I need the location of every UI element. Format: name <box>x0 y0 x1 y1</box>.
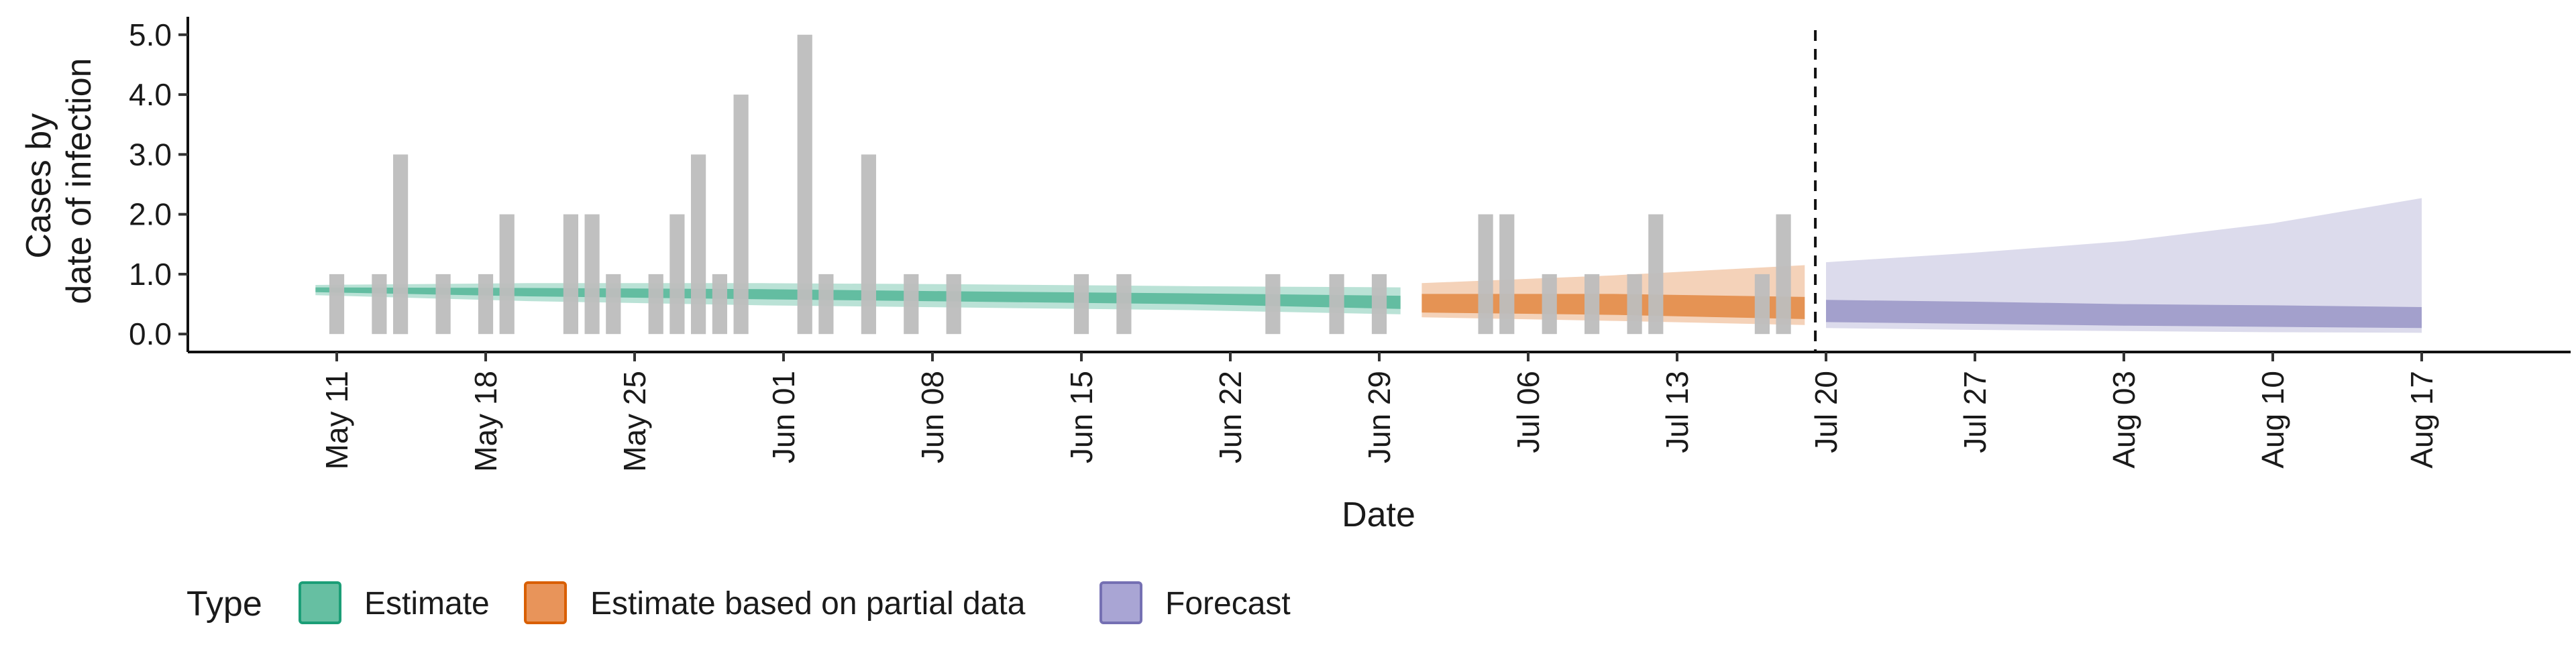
bar-cases <box>1116 274 1132 335</box>
bar-cases <box>691 154 706 335</box>
bar-cases <box>1265 274 1281 335</box>
legend-key-estimate <box>299 581 341 624</box>
bar-cases <box>669 214 685 335</box>
x-tick-label: Jul 06 <box>1511 371 1546 453</box>
bar-cases <box>797 34 812 335</box>
bar-cases <box>904 274 919 335</box>
y-tick-label: 1.0 <box>129 257 172 292</box>
x-tick-label: Jul 27 <box>1957 371 1992 453</box>
bar-cases <box>946 274 961 335</box>
bar-cases <box>1776 214 1791 335</box>
x-tick-label: Jun 15 <box>1064 371 1099 463</box>
band-estimate-based-on-partial-data-inner <box>1421 294 1805 319</box>
bar-cases <box>1648 214 1664 335</box>
bar-cases <box>372 274 387 335</box>
legend-label-partial: Estimate based on partial data <box>590 586 1026 622</box>
x-tick-label: Jun 22 <box>1213 371 1248 463</box>
bar-cases <box>1478 214 1493 335</box>
x-tick-label: Jun 29 <box>1362 371 1397 463</box>
bar-cases <box>329 274 345 335</box>
bar-cases <box>393 154 409 335</box>
band-forecast-outer <box>1826 198 2422 333</box>
bar-cases <box>563 214 578 335</box>
x-tick-label: May 11 <box>319 371 354 469</box>
bar-cases <box>435 274 451 335</box>
bar-cases <box>1754 274 1770 335</box>
y-tick-label: 3.0 <box>129 137 172 172</box>
x-tick-label: Jul 13 <box>1660 371 1695 453</box>
labels-layer: Date Cases by date of infection <box>19 58 1415 534</box>
bar-cases <box>1371 274 1387 335</box>
y-tick-label: 4.0 <box>129 77 172 112</box>
bar-cases <box>1627 274 1642 335</box>
y-tick-label: 5.0 <box>129 17 172 52</box>
bar-cases <box>606 274 621 335</box>
bar-cases <box>1073 274 1089 335</box>
x-tick-label: May 18 <box>468 371 503 472</box>
bar-cases <box>584 214 600 335</box>
x-tick-label: Aug 10 <box>2255 371 2290 469</box>
x-tick-label: Aug 17 <box>2404 371 2439 469</box>
bars-layer <box>329 34 1791 335</box>
bar-cases <box>648 274 663 335</box>
x-tick-label: Jun 08 <box>915 371 950 463</box>
x-tick-label: May 25 <box>617 371 652 472</box>
bar-cases <box>861 154 876 335</box>
bar-cases <box>712 274 727 335</box>
legend-label-forecast: Forecast <box>1165 586 1291 622</box>
bar-cases <box>499 214 515 335</box>
bands-layer <box>315 198 2422 333</box>
bar-cases <box>1585 274 1600 335</box>
y-tick-label: 0.0 <box>129 316 172 351</box>
legend-key-forecast <box>1099 581 1142 624</box>
bar-cases <box>478 274 494 335</box>
y-axis-title-line-1: Cases by <box>19 113 58 259</box>
x-tick-label: Jul 20 <box>1809 371 1843 453</box>
y-axis-title: Cases by date of infection <box>19 58 99 304</box>
bar-cases <box>1499 214 1515 335</box>
x-tick-label: Jun 01 <box>766 371 801 463</box>
legend-title: Type <box>186 585 262 624</box>
bar-cases <box>1329 274 1344 335</box>
bar-cases <box>818 274 834 335</box>
bar-cases <box>733 95 749 335</box>
band-forecast-inner <box>1826 300 2422 329</box>
legend-key-partial <box>524 581 567 624</box>
x-tick-label: Aug 03 <box>2106 371 2141 469</box>
x-axis-title: Date <box>1342 495 1415 534</box>
legend-label-estimate: Estimate <box>364 586 490 622</box>
y-axis-title-line-2: date of infection <box>60 58 99 304</box>
legend: Type Estimate Estimate based on partial … <box>186 581 1291 624</box>
bar-cases <box>1542 274 1557 335</box>
axes-layer: 0.0 1.0 2.0 3.0 4.0 5.0 May 11 May 18 May 25 Jun … <box>129 17 2571 472</box>
y-tick-label: 2.0 <box>129 197 172 232</box>
